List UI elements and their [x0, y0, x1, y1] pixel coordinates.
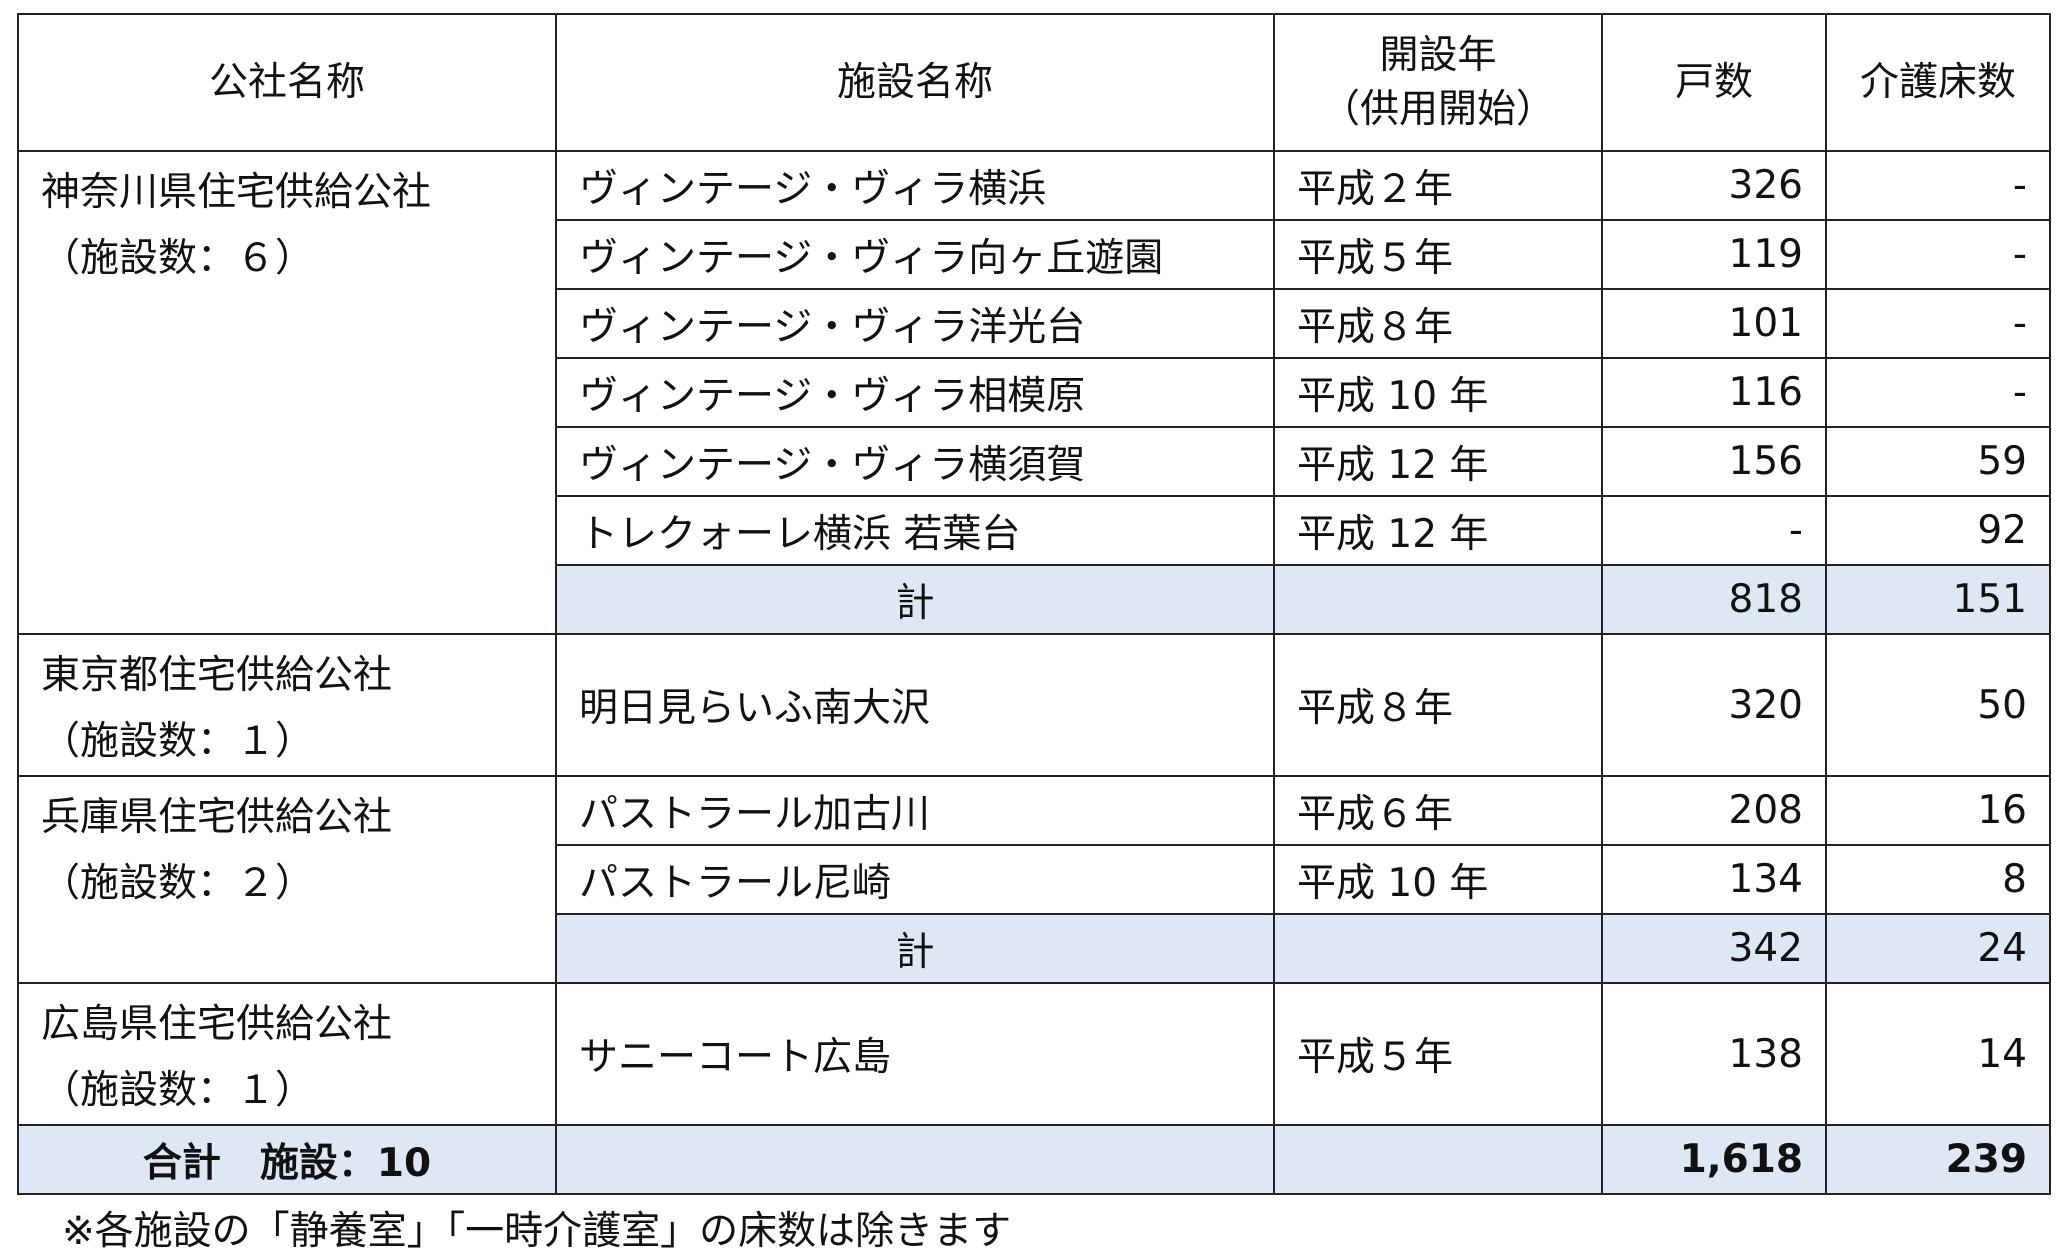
facility-name: パストラール加古川 [555, 775, 1275, 846]
subtotal-beds: 24 [1825, 913, 2051, 984]
care-beds: - [1825, 357, 2051, 428]
header-row: 公社名称 施設名称 開設年 （供用開始） 戸数 介護床数 [17, 13, 2051, 152]
units: 119 [1601, 219, 1827, 290]
total-beds: 239 [1825, 1124, 2051, 1195]
table-row: ヴィンテージ・ヴィラ向ヶ丘遊園 平成５年 119- [18, 219, 2051, 290]
header-year-line1: 開設年 [1379, 32, 1497, 78]
company-name: 兵庫県住宅供給公社 [41, 795, 393, 840]
header-units: 戸数 [1601, 13, 1827, 152]
facility-count: （施設数：１） [41, 1068, 315, 1113]
care-beds: - [1825, 219, 2051, 290]
facility-table: 公社名称 施設名称 開設年 （供用開始） 戸数 介護床数 神奈川県住宅供給公社 （施… [17, 13, 2051, 1195]
subtotal-label: 計 [555, 913, 1275, 984]
empty-cell [1273, 564, 1603, 635]
subtotal-units: 818 [1601, 564, 1827, 635]
care-beds: 14 [1825, 982, 2051, 1126]
total-row: 合計 施設：10 1,618 239 [17, 1124, 2051, 1195]
opening-year: 平成６年 [1273, 775, 1603, 846]
units: 326 [1601, 150, 1827, 221]
opening-year: 平成５年 [1273, 982, 1603, 1126]
opening-year: 平成 10 年 [1273, 357, 1603, 428]
company-name: 神奈川県住宅供給公社 [41, 170, 432, 215]
opening-year: 平成８年 [1273, 633, 1603, 777]
table-row: パストラール尼崎 平成 10 年 134 8 [18, 844, 2051, 915]
opening-year: 平成５年 [1273, 219, 1603, 290]
care-beds: - [1825, 288, 2051, 359]
subtotal-row: 計 342 24 [18, 913, 2051, 984]
units: 138 [1601, 982, 1827, 1126]
empty-cell [1273, 1124, 1603, 1195]
table-row: ヴィンテージ・ヴィラ洋光台 平成８年 101- [18, 288, 2051, 359]
opening-year: 平成２年 [1273, 150, 1603, 221]
care-beds: 8 [1825, 844, 2051, 915]
company-cell: 兵庫県住宅供給公社 （施設数：２） [17, 775, 557, 984]
units: 116 [1601, 357, 1827, 428]
units: 320 [1601, 633, 1827, 777]
total-label: 合計 施設：10 [17, 1124, 557, 1195]
table-row: 兵庫県住宅供給公社 （施設数：２） パストラール加古川 平成６年 208 16 [17, 775, 2051, 984]
company-cell: 東京都住宅供給公社 （施設数：１） [17, 633, 557, 777]
facility-count: （施設数：１） [41, 719, 315, 764]
total-units: 1,618 [1601, 1124, 1827, 1195]
table-row: 神奈川県住宅供給公社 （施設数：６） ヴィンテージ・ヴィラ横浜 平成２年 326- [17, 150, 2051, 635]
facility-name: 明日見らいふ南大沢 [555, 633, 1275, 777]
care-beds: 59 [1825, 426, 2051, 497]
facility-name: ヴィンテージ・ヴィラ相模原 [555, 357, 1275, 428]
opening-year: 平成 12 年 [1273, 495, 1603, 566]
table-row: 東京都住宅供給公社 （施設数：１） 明日見らいふ南大沢 平成８年 320 50 [17, 633, 2051, 777]
facility-count: （施設数：２） [41, 861, 315, 906]
facility-name: トレクォーレ横浜 若葉台 [555, 495, 1275, 566]
subtotal-units: 342 [1601, 913, 1827, 984]
opening-year: 平成８年 [1273, 288, 1603, 359]
care-beds: 50 [1825, 633, 2051, 777]
units: 134 [1601, 844, 1827, 915]
footnote: ※各施設の「静養室」「一時介護室」の床数は除きます [62, 1209, 1012, 1254]
table-row: ヴィンテージ・ヴィラ横須賀 平成 12 年 156 59 [18, 426, 2051, 497]
table-row: ヴィンテージ・ヴィラ相模原 平成 10 年 116- [18, 357, 2051, 428]
table-row: 広島県住宅供給公社 （施設数：１） サニーコート広島 平成５年 138 14 [17, 982, 2051, 1126]
empty-cell [555, 1124, 1275, 1195]
facility-name: サニーコート広島 [555, 982, 1275, 1126]
facility-name: ヴィンテージ・ヴィラ横浜 [555, 150, 1275, 221]
facility-name: ヴィンテージ・ヴィラ向ヶ丘遊園 [555, 219, 1275, 290]
table-row: トレクォーレ横浜 若葉台 平成 12 年 -92 [18, 495, 2051, 566]
care-beds: 16 [1825, 775, 2051, 846]
care-beds: 92 [1825, 495, 2051, 566]
units: - [1601, 495, 1827, 566]
header-beds: 介護床数 [1825, 13, 2051, 152]
facility-name: ヴィンテージ・ヴィラ横須賀 [555, 426, 1275, 497]
header-facility: 施設名称 [555, 13, 1275, 152]
units: 101 [1601, 288, 1827, 359]
facility-count: （施設数：６） [41, 236, 315, 281]
company-name: 東京都住宅供給公社 [41, 653, 393, 698]
units: 208 [1601, 775, 1827, 846]
header-company: 公社名称 [17, 13, 557, 152]
subtotal-label: 計 [555, 564, 1275, 635]
header-year: 開設年 （供用開始） [1273, 13, 1603, 152]
opening-year: 平成 10 年 [1273, 844, 1603, 915]
care-beds: - [1825, 150, 2051, 221]
company-name: 広島県住宅供給公社 [41, 1002, 393, 1047]
opening-year: 平成 12 年 [1273, 426, 1603, 497]
units: 156 [1601, 426, 1827, 497]
company-cell: 神奈川県住宅供給公社 （施設数：６） [17, 150, 557, 635]
facility-name: パストラール尼崎 [555, 844, 1275, 915]
subtotal-beds: 151 [1825, 564, 2051, 635]
company-cell: 広島県住宅供給公社 （施設数：１） [17, 982, 557, 1126]
header-year-line2: （供用開始） [1320, 86, 1555, 132]
subtotal-row: 計 818 151 [18, 564, 2051, 635]
facility-name: ヴィンテージ・ヴィラ洋光台 [555, 288, 1275, 359]
empty-cell [1273, 913, 1603, 984]
